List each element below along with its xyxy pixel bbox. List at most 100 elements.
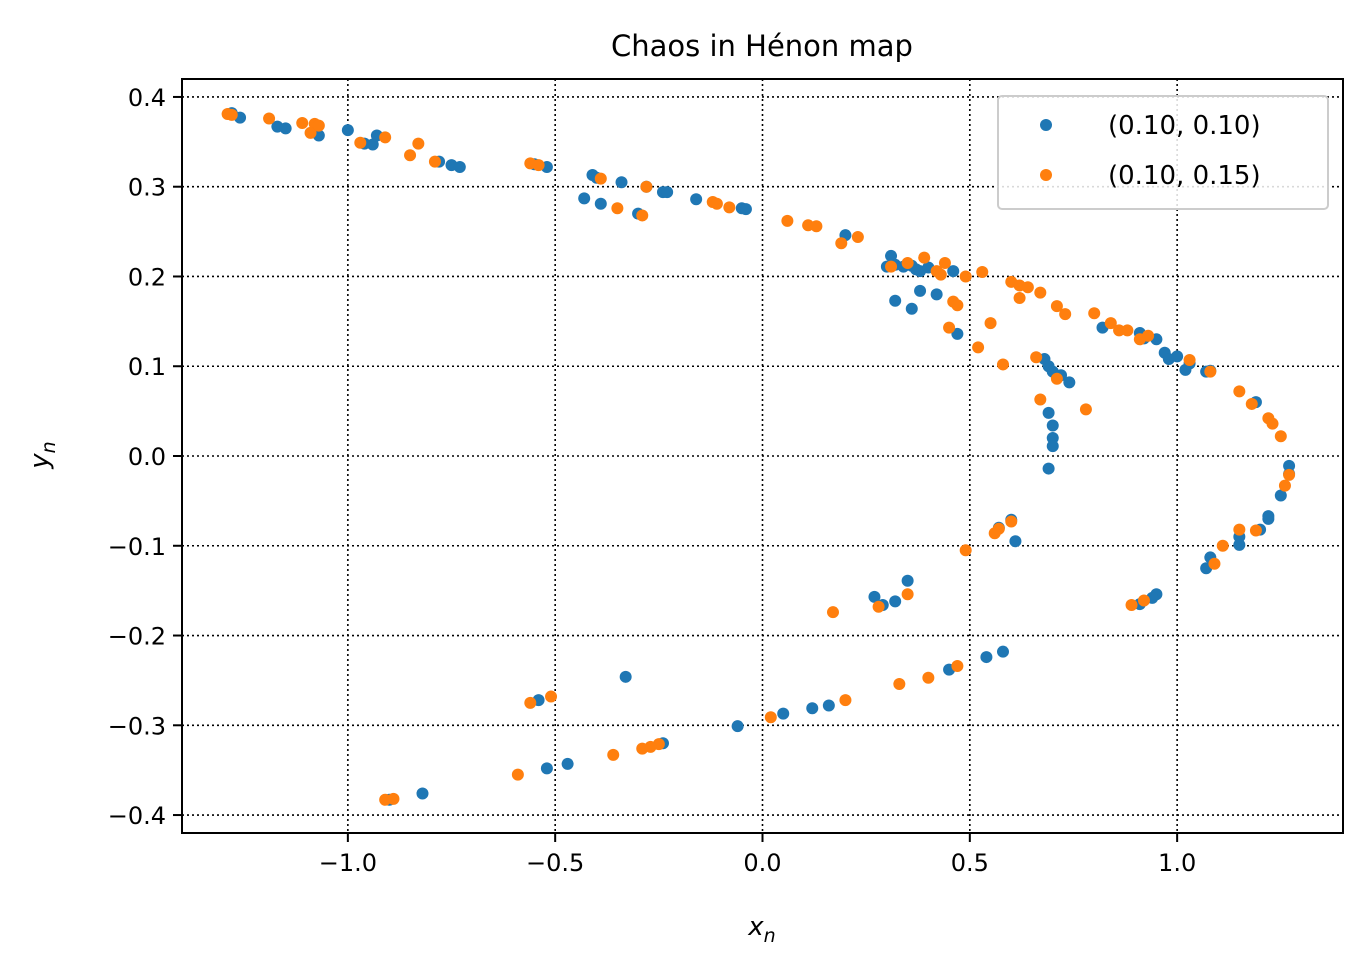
data-point — [839, 694, 852, 707]
y-axis-ticks: 0.4 0.3 0.2 0.1 0.0 −0.1 −0.2 −0.3 −0.4 — [108, 84, 182, 830]
data-point — [532, 159, 545, 172]
legend: (0.10, 0.10) (0.10, 0.15) — [997, 95, 1329, 210]
data-point — [387, 792, 400, 805]
data-point — [1042, 406, 1055, 419]
data-points — [221, 107, 1296, 806]
y-tick-label: 0.3 — [128, 174, 166, 202]
data-point — [1104, 317, 1117, 330]
data-point — [951, 299, 964, 312]
y-tick-label: 0.1 — [128, 353, 166, 381]
data-point — [914, 284, 927, 297]
data-point — [885, 260, 898, 273]
y-tick-label: 0.0 — [128, 443, 166, 471]
data-point — [959, 544, 972, 557]
data-point — [416, 787, 429, 800]
data-point — [1183, 353, 1196, 366]
data-point — [826, 606, 839, 619]
data-point — [1050, 372, 1063, 385]
data-point — [951, 327, 964, 340]
data-point — [781, 214, 794, 227]
data-point — [636, 742, 649, 755]
data-point — [428, 155, 441, 168]
y-axis-label: yn — [25, 441, 60, 469]
data-point — [889, 595, 902, 608]
data-point — [976, 265, 989, 278]
data-point — [901, 588, 914, 601]
data-point — [723, 201, 736, 214]
data-point — [615, 176, 628, 189]
data-point — [225, 108, 238, 121]
data-point — [710, 197, 723, 210]
data-point — [835, 237, 848, 250]
data-point — [354, 136, 367, 149]
x-tick-label: 0.0 — [743, 849, 781, 877]
data-point — [540, 762, 553, 775]
y-tick-label: −0.2 — [108, 623, 166, 651]
data-point — [594, 172, 607, 185]
data-point — [893, 677, 906, 690]
x-axis-label: xn — [747, 912, 775, 947]
data-point — [739, 203, 752, 216]
data-point — [905, 302, 918, 315]
data-point — [1079, 403, 1092, 416]
data-point — [1233, 385, 1246, 398]
data-point — [453, 160, 466, 173]
data-point — [561, 757, 574, 770]
data-point — [889, 294, 902, 307]
data-point — [996, 358, 1009, 371]
data-point — [379, 131, 392, 144]
data-point — [996, 645, 1009, 658]
data-point — [972, 341, 985, 354]
data-point — [1088, 307, 1101, 320]
data-point — [1034, 286, 1047, 299]
data-point — [901, 257, 914, 270]
legend-marker-series-1 — [1040, 119, 1052, 131]
data-point — [1063, 376, 1076, 389]
data-point — [922, 671, 935, 684]
data-point — [938, 257, 951, 270]
data-point — [1171, 350, 1184, 363]
data-point — [959, 270, 972, 283]
data-point — [1233, 538, 1246, 551]
data-point — [1059, 308, 1072, 321]
x-tick-label: 0.5 — [951, 849, 989, 877]
data-point — [366, 138, 379, 151]
data-point — [279, 122, 292, 135]
data-point — [1245, 397, 1258, 410]
data-point — [1283, 468, 1296, 481]
data-point — [1046, 419, 1059, 432]
data-point — [690, 193, 703, 206]
data-point — [930, 288, 943, 301]
legend-box — [997, 95, 1329, 210]
x-axis-label-subscript: n — [764, 925, 776, 947]
data-point — [524, 696, 537, 709]
data-point — [1274, 489, 1287, 502]
grid-lines — [182, 79, 1343, 833]
data-point — [1034, 393, 1047, 406]
data-point — [341, 124, 354, 137]
data-point — [619, 670, 632, 683]
data-point — [764, 711, 777, 724]
data-point — [1208, 557, 1221, 570]
data-point — [1125, 599, 1138, 612]
data-point — [1046, 440, 1059, 453]
series-2-points — [221, 108, 1296, 806]
data-point — [1262, 512, 1275, 525]
data-point — [1216, 539, 1229, 552]
data-point — [1009, 535, 1022, 548]
legend-label-series-1: (0.10, 0.10) — [1108, 111, 1261, 141]
y-tick-label: −0.1 — [108, 533, 166, 561]
data-point — [988, 527, 1001, 540]
data-point — [296, 116, 309, 129]
data-point — [412, 137, 425, 150]
x-axis-label-main: x — [747, 912, 764, 942]
data-point — [1113, 324, 1126, 337]
data-point — [1137, 594, 1150, 607]
data-point — [934, 268, 947, 281]
data-point — [980, 651, 993, 664]
y-axis-label-main: y — [25, 453, 55, 470]
data-point — [1030, 351, 1043, 364]
data-point — [947, 265, 960, 278]
y-tick-label: 0.4 — [128, 84, 166, 112]
